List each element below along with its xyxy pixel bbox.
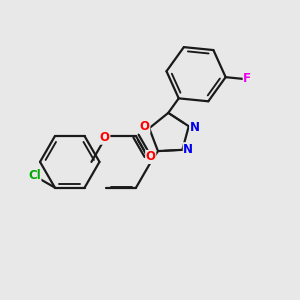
Text: O: O [146,150,156,164]
Text: N: N [190,121,200,134]
Text: O: O [140,120,150,133]
Text: F: F [243,72,251,85]
Text: N: N [183,143,193,156]
Text: O: O [100,131,110,144]
Text: Cl: Cl [28,169,41,182]
